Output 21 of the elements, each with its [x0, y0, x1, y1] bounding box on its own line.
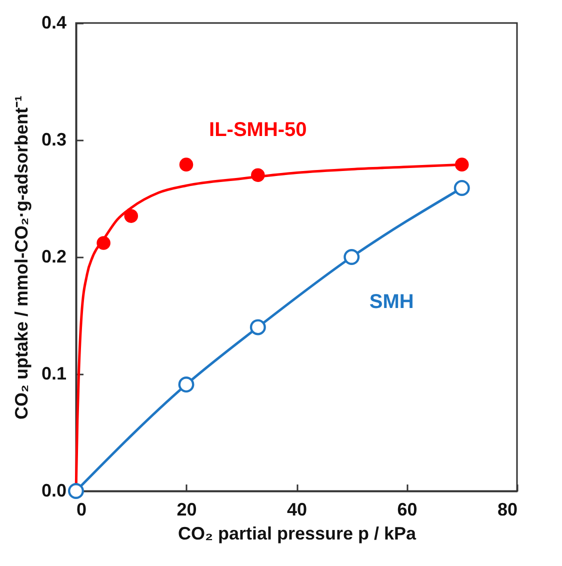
series-label: IL-SMH-50	[209, 119, 307, 142]
x-tick-label: 80	[497, 500, 518, 520]
point	[250, 319, 266, 336]
x-axis-title: CO₂ partial pressure p / kPa	[178, 524, 418, 544]
y-tick-label: 0.0	[41, 480, 66, 500]
y-tick-label: 0.1	[41, 364, 66, 384]
point	[179, 158, 194, 172]
point	[454, 180, 470, 196]
y-tick-label: 0.4	[41, 12, 66, 32]
x-tick-label: 20	[176, 500, 197, 520]
x-tick-label: 0	[76, 500, 87, 520]
x-tick-label: 60	[397, 500, 418, 520]
point	[344, 249, 360, 265]
point	[68, 483, 84, 499]
point	[178, 376, 194, 393]
y-tick-label: 0.3	[41, 130, 66, 150]
point	[124, 209, 138, 223]
x-tick-label: 40	[286, 500, 308, 520]
y-tick-label: 0.2	[41, 246, 66, 266]
series-label: SMH	[369, 291, 414, 313]
y-axis-title: CO₂ uptake / mmol-CO₂·g-adsorbent⁻¹	[11, 95, 32, 420]
